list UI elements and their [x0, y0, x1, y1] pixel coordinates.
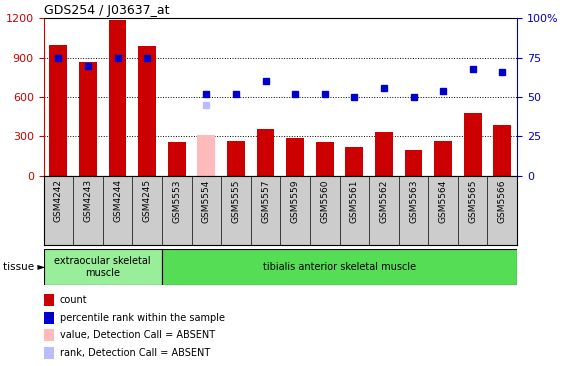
Text: GSM5557: GSM5557	[261, 179, 270, 223]
Text: GSM4245: GSM4245	[143, 179, 152, 222]
Text: GSM5563: GSM5563	[409, 179, 418, 223]
Text: GSM5560: GSM5560	[320, 179, 329, 223]
Text: GDS254 / J03637_at: GDS254 / J03637_at	[44, 4, 169, 17]
Text: GSM5565: GSM5565	[468, 179, 477, 223]
Text: GSM5566: GSM5566	[498, 179, 507, 223]
Text: GSM4244: GSM4244	[113, 179, 122, 222]
Text: GSM5561: GSM5561	[350, 179, 359, 223]
Text: percentile rank within the sample: percentile rank within the sample	[60, 313, 225, 323]
Bar	[138, 46, 156, 176]
Text: GSM5564: GSM5564	[439, 179, 447, 223]
Bar	[257, 129, 274, 176]
Text: GSM5554: GSM5554	[202, 179, 211, 223]
Bar	[375, 132, 393, 176]
Bar	[79, 61, 97, 176]
Bar	[464, 113, 482, 176]
Text: GSM5559: GSM5559	[290, 179, 300, 223]
Text: GSM5562: GSM5562	[379, 179, 389, 223]
Bar	[286, 138, 304, 176]
Text: tibialis anterior skeletal muscle: tibialis anterior skeletal muscle	[263, 262, 416, 272]
FancyBboxPatch shape	[44, 249, 162, 285]
FancyBboxPatch shape	[162, 249, 517, 285]
Bar	[316, 142, 333, 176]
Bar	[109, 20, 127, 176]
Bar	[198, 135, 215, 176]
Bar	[434, 141, 452, 176]
Text: tissue ►: tissue ►	[3, 262, 45, 272]
Bar	[227, 141, 245, 176]
Bar	[346, 147, 363, 176]
Text: GSM4242: GSM4242	[54, 179, 63, 222]
Bar	[168, 142, 186, 176]
Text: GSM5555: GSM5555	[231, 179, 241, 223]
Text: GSM4243: GSM4243	[84, 179, 92, 222]
Text: count: count	[60, 295, 88, 305]
Text: value, Detection Call = ABSENT: value, Detection Call = ABSENT	[60, 330, 215, 340]
Text: GSM5553: GSM5553	[172, 179, 181, 223]
Bar	[493, 124, 511, 176]
Bar	[404, 150, 422, 176]
Text: extraocular skeletal
muscle: extraocular skeletal muscle	[55, 256, 151, 278]
Text: rank, Detection Call = ABSENT: rank, Detection Call = ABSENT	[60, 348, 210, 358]
Bar	[49, 45, 67, 176]
